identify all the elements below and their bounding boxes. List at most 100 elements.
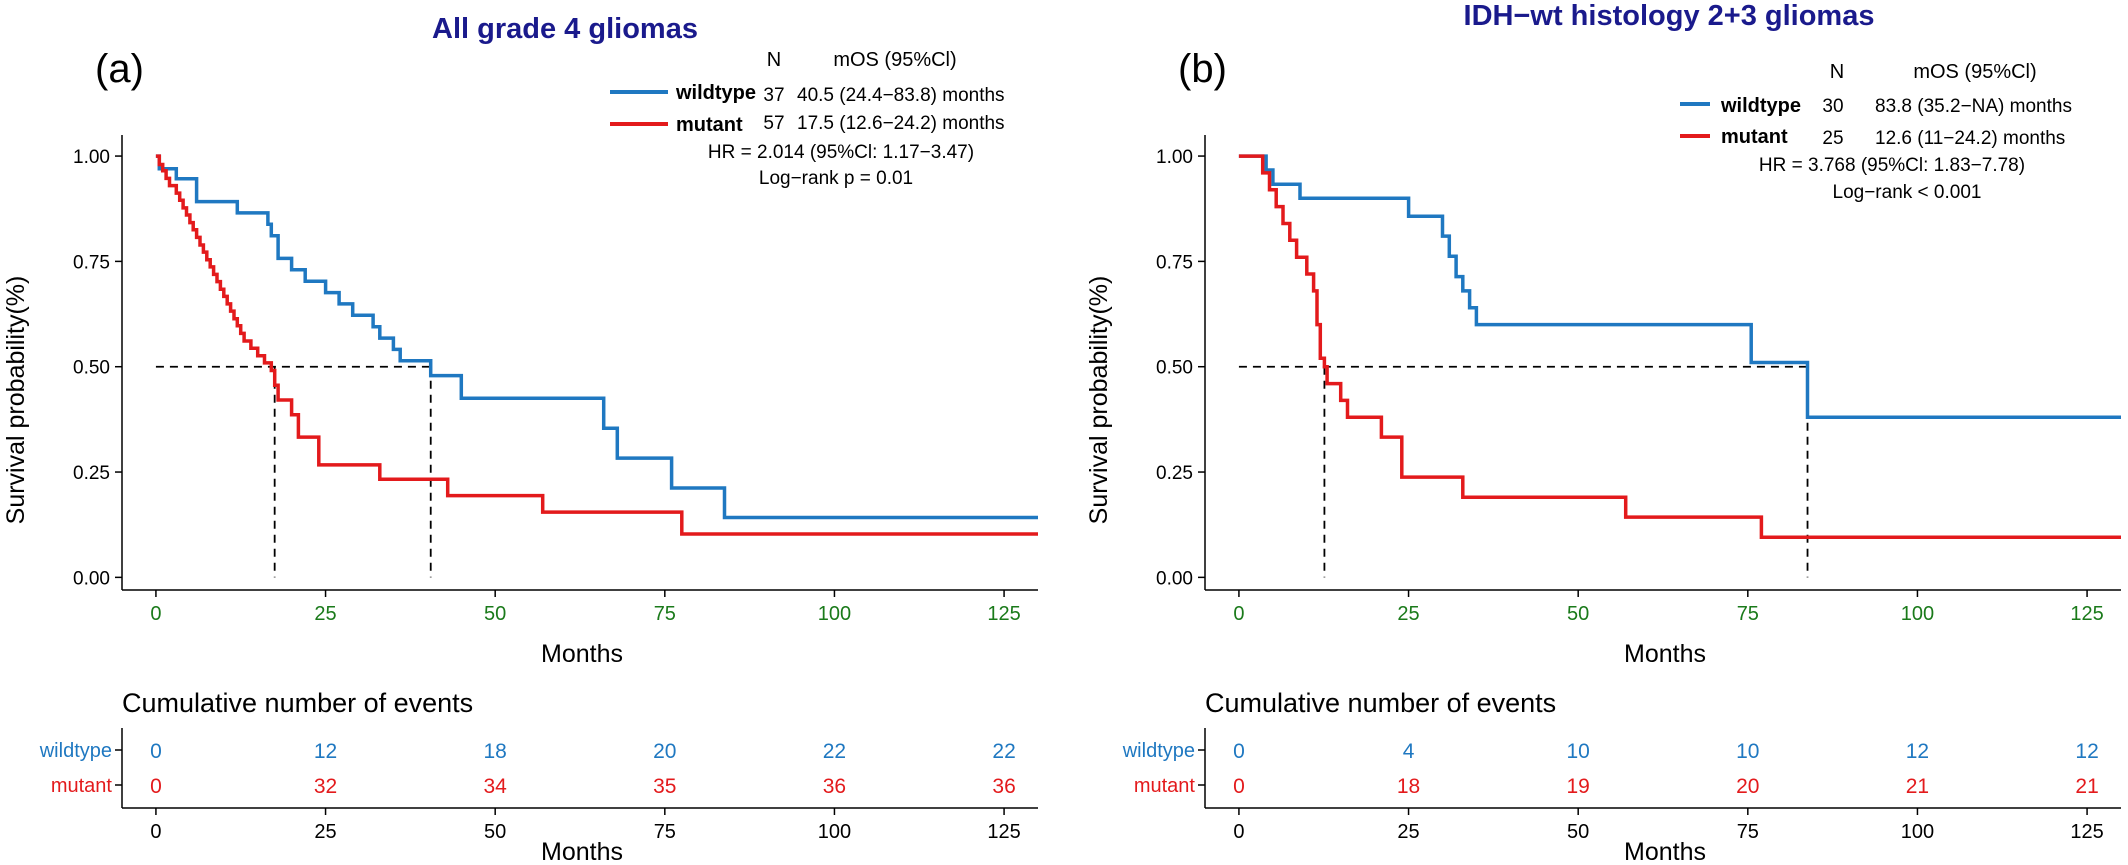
risk-value-mutant: 18 xyxy=(1397,775,1420,798)
log-rank-p: Log−rank < 0.001 xyxy=(1833,182,1982,203)
panel-label: (b) xyxy=(1178,47,1227,91)
risk-x-tick-label: 125 xyxy=(2070,821,2103,843)
x-tick-label: 25 xyxy=(314,603,336,625)
curve-mutant xyxy=(1238,154,2121,540)
risk-x-tick-label: 125 xyxy=(987,821,1020,843)
legend-header-n: N xyxy=(1830,61,1844,83)
x-tick-label: 75 xyxy=(654,603,676,625)
panel-a: All grade 4 gliomas (a) N mOS (95%Cl) wi… xyxy=(2,13,1038,865)
risk-row-label-mutant: mutant xyxy=(1134,775,1196,797)
risk-table-x-label: Months xyxy=(541,838,623,865)
risk-table-title: Cumulative number of events xyxy=(1205,688,1556,718)
legend-mos-wildtype: 40.5 (24.4−83.8) months xyxy=(797,85,1005,106)
x-tick-label: 125 xyxy=(2070,603,2103,625)
panel-title: All grade 4 gliomas xyxy=(432,13,698,45)
risk-row-label-mutant: mutant xyxy=(51,775,113,797)
risk-x-tick-label: 0 xyxy=(150,821,161,843)
legend: N mOS (95%Cl) wildtype 37 40.5 (24.4−83.… xyxy=(610,49,1005,189)
risk-value-mutant: 35 xyxy=(653,775,676,798)
y-tick-label: 0.00 xyxy=(73,568,110,589)
x-tick-label: 125 xyxy=(987,603,1020,625)
legend-n-wildtype: 37 xyxy=(763,85,784,106)
x-tick-label: 0 xyxy=(150,603,161,625)
x-tick-label: 100 xyxy=(1901,603,1934,625)
x-axis-label: Months xyxy=(541,640,623,668)
x-tick-label: 75 xyxy=(1737,603,1759,625)
legend-n-mutant: 25 xyxy=(1822,128,1843,149)
panel-b: IDH−wt histology 2+3 gliomas (b) N mOS (… xyxy=(1085,0,2121,865)
risk-value-mutant: 0 xyxy=(1233,775,1245,798)
risk-value-wildtype: 12 xyxy=(1906,740,1929,763)
curve-wildtype xyxy=(155,154,1038,520)
risk-table: 0 0 0 25 12 32 50 18 34 75 20 35 100 22 36 125 22 36 xyxy=(115,728,1038,843)
log-rank-p: Log−rank p = 0.01 xyxy=(759,168,913,189)
survival-plot: 0.00 0.25 0.50 0.75 1.00 0 25 50 75 100 125 xyxy=(1156,135,2121,625)
y-tick-label: 1.00 xyxy=(73,147,110,168)
legend-label-mutant: mutant xyxy=(676,114,743,136)
risk-value-wildtype: 0 xyxy=(150,740,162,763)
risk-x-tick-label: 100 xyxy=(818,821,851,843)
y-tick-label: 0.75 xyxy=(1156,252,1193,273)
legend-mos-mutant: 12.6 (11−24.2) months xyxy=(1875,128,2065,149)
risk-value-wildtype: 12 xyxy=(2075,740,2098,763)
risk-x-tick-label: 75 xyxy=(1737,821,1759,843)
legend-label-wildtype: wildtype xyxy=(1720,95,1801,117)
risk-value-mutant: 21 xyxy=(1906,775,1929,798)
y-tick-label: 0.25 xyxy=(1156,463,1193,484)
risk-x-tick-label: 50 xyxy=(484,821,506,843)
x-tick-label: 50 xyxy=(1567,603,1589,625)
risk-value-wildtype: 4 xyxy=(1403,740,1415,763)
legend-mos-wildtype: 83.8 (35.2−NA) months xyxy=(1875,96,2072,117)
panel-title: IDH−wt histology 2+3 gliomas xyxy=(1464,0,1875,32)
risk-value-mutant: 20 xyxy=(1736,775,1759,798)
risk-row-label-wildtype: wildtype xyxy=(1122,740,1195,762)
hazard-ratio: HR = 2.014 (95%Cl: 1.17−3.47) xyxy=(708,142,974,163)
risk-table: 0 0 0 25 4 18 50 10 19 75 10 20 100 12 21 125 12 21 xyxy=(1198,728,2121,843)
risk-x-tick-label: 100 xyxy=(1901,821,1934,843)
legend: N mOS (95%Cl) wildtype 30 83.8 (35.2−NA)… xyxy=(1680,61,2072,203)
legend-label-wildtype: wildtype xyxy=(675,82,756,104)
y-tick-label: 0.50 xyxy=(73,358,110,379)
legend-n-mutant: 57 xyxy=(763,113,784,134)
risk-value-wildtype: 12 xyxy=(314,740,337,763)
risk-table-title: Cumulative number of events xyxy=(122,688,473,718)
x-tick-label: 0 xyxy=(1233,603,1244,625)
risk-value-wildtype: 0 xyxy=(1233,740,1245,763)
legend-header-n: N xyxy=(767,49,781,71)
y-tick-label: 0.75 xyxy=(73,252,110,273)
risk-value-mutant: 34 xyxy=(484,775,508,798)
y-tick-label: 0.25 xyxy=(73,463,110,484)
survival-plot: 0.00 0.25 0.50 0.75 1.00 0 25 50 75 100 125 xyxy=(73,135,1038,625)
y-axis-label: Survival probability(%) xyxy=(2,276,30,525)
legend-label-mutant: mutant xyxy=(1721,126,1788,148)
legend-mos-mutant: 17.5 (12.6−24.2) months xyxy=(797,113,1005,134)
risk-value-mutant: 21 xyxy=(2075,775,2098,798)
y-tick-label: 0.50 xyxy=(1156,358,1193,379)
x-tick-label: 25 xyxy=(1397,603,1419,625)
y-tick-label: 0.00 xyxy=(1156,568,1193,589)
panel-label: (a) xyxy=(95,47,144,91)
risk-x-tick-label: 75 xyxy=(654,821,676,843)
y-axis-label: Survival probability(%) xyxy=(1085,276,1113,525)
x-tick-label: 50 xyxy=(484,603,506,625)
legend-n-wildtype: 30 xyxy=(1822,96,1843,117)
risk-value-mutant: 36 xyxy=(992,775,1015,798)
risk-value-wildtype: 22 xyxy=(992,740,1015,763)
legend-header-mos: mOS (95%Cl) xyxy=(1913,61,2036,83)
risk-x-tick-label: 0 xyxy=(1233,821,1244,843)
risk-value-mutant: 32 xyxy=(314,775,337,798)
risk-value-wildtype: 10 xyxy=(1567,740,1590,763)
risk-x-tick-label: 50 xyxy=(1567,821,1589,843)
x-tick-label: 100 xyxy=(818,603,851,625)
risk-value-mutant: 0 xyxy=(150,775,162,798)
risk-x-tick-label: 25 xyxy=(1397,821,1419,843)
risk-value-wildtype: 22 xyxy=(823,740,846,763)
risk-row-label-wildtype: wildtype xyxy=(39,740,112,762)
risk-x-tick-label: 25 xyxy=(314,821,336,843)
curve-wildtype xyxy=(1238,154,2121,420)
risk-value-wildtype: 20 xyxy=(653,740,676,763)
curve-mutant xyxy=(155,154,1038,536)
risk-value-mutant: 19 xyxy=(1567,775,1590,798)
risk-value-wildtype: 10 xyxy=(1736,740,1759,763)
hazard-ratio: HR = 3.768 (95%Cl: 1.83−7.78) xyxy=(1759,155,2025,176)
